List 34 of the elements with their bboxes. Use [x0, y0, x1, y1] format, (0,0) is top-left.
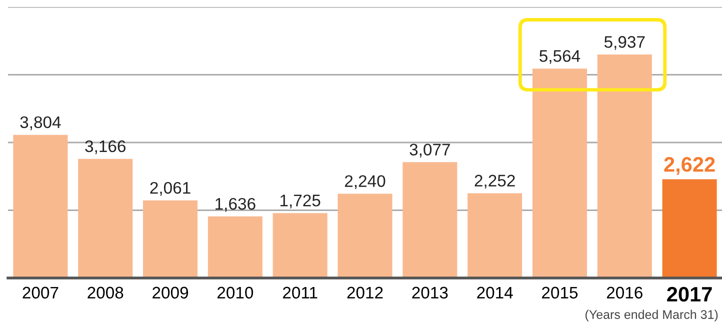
data-label: 1,725: [280, 194, 320, 208]
x-tick-label: 2015: [542, 286, 578, 299]
data-label: 3,804: [20, 116, 61, 130]
bar: [208, 216, 262, 278]
data-label: 5,564: [540, 50, 580, 64]
x-tick-label: 2009: [152, 286, 188, 299]
bar: [272, 213, 328, 278]
bar: [532, 68, 587, 278]
data-label: 3,077: [410, 144, 450, 158]
x-tick-label: 2008: [88, 286, 124, 299]
data-label: 5,937: [604, 36, 645, 50]
bar: [468, 193, 522, 278]
data-label: 1,636: [216, 198, 256, 212]
x-tick-label: 2014: [477, 286, 513, 299]
x-tick-label: 2016: [606, 286, 642, 299]
bar: [13, 134, 68, 278]
x-tick-label: 2013: [412, 286, 448, 299]
text: (Years ended March 31): [586, 310, 718, 322]
bar: [143, 200, 198, 278]
bar: [662, 179, 717, 278]
x-tick-label: 2012: [347, 286, 383, 299]
x-tick-label: 2010: [217, 286, 254, 299]
data-label: 2,252: [474, 174, 515, 189]
bar: [338, 194, 392, 278]
x-tick-label: 2017: [667, 286, 712, 302]
x-tick-label: 2007: [22, 286, 58, 299]
data-label: 3,166: [85, 140, 126, 154]
bar: [402, 162, 458, 278]
bar: [597, 54, 652, 278]
data-label: 2,061: [150, 182, 190, 196]
bar: [78, 158, 133, 278]
x-tick-label: 2011: [283, 286, 318, 299]
data-label: 2,240: [344, 175, 386, 189]
data-label: 2,622: [664, 157, 715, 175]
